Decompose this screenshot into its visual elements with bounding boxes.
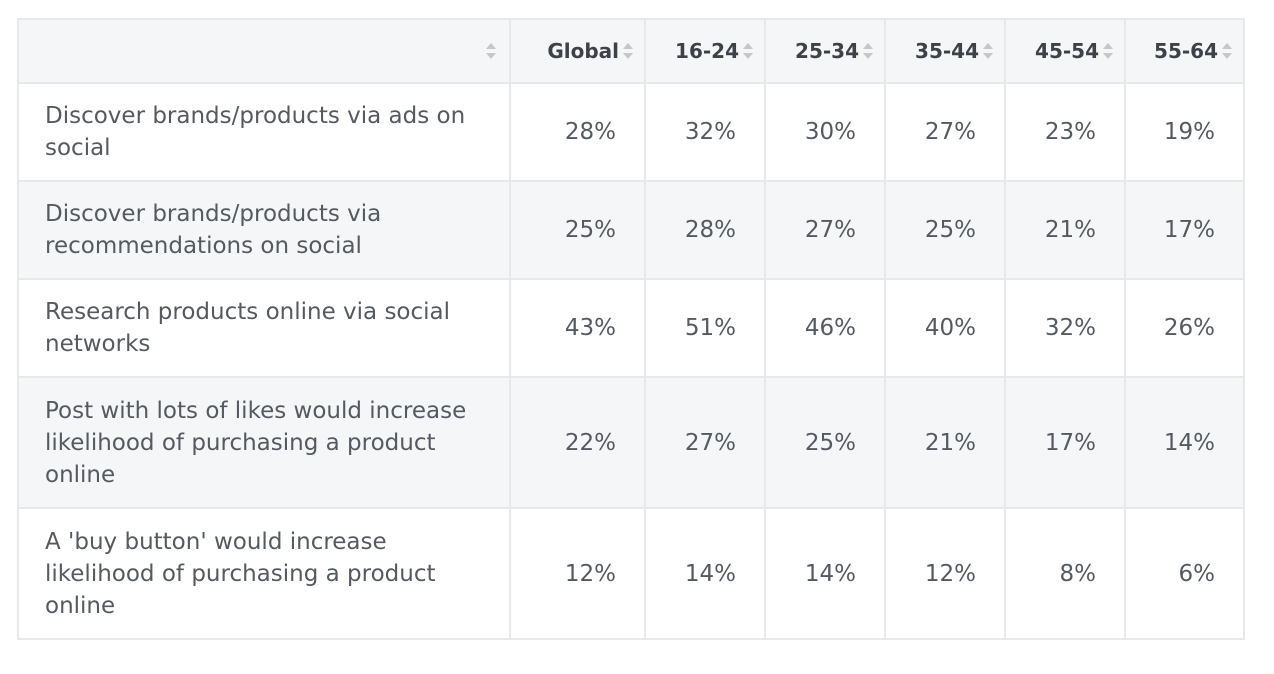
sort-both-icon — [485, 41, 497, 61]
cell-value: 28% — [509, 82, 646, 182]
row-label: Discover brands/products via ads on soci… — [17, 82, 511, 182]
column-header-text: 16-24 — [675, 39, 739, 63]
cell-value: 30% — [764, 82, 886, 182]
sort-both-icon — [1221, 41, 1233, 61]
column-header-text: 25-34 — [795, 39, 859, 63]
cell-value: 25% — [764, 376, 886, 509]
cell-value: 6% — [1124, 507, 1245, 640]
cell-value: 23% — [1004, 82, 1126, 182]
table-body: Discover brands/products via ads on soci… — [17, 82, 1245, 640]
cell-value: 21% — [884, 376, 1006, 509]
cell-value: 17% — [1124, 180, 1245, 280]
column-header-text: 55-64 — [1154, 39, 1218, 63]
cell-value: 25% — [884, 180, 1006, 280]
sort-both-icon — [742, 41, 754, 61]
data-table-container: Global 16-24 25-34 35-44 45-54 55-64 Discover… — [17, 18, 1245, 640]
cell-value: 8% — [1004, 507, 1126, 640]
cell-value: 26% — [1124, 278, 1245, 378]
cell-value: 14% — [1124, 376, 1245, 509]
column-header-45-54[interactable]: 45-54 — [1004, 18, 1126, 84]
cell-value: 27% — [644, 376, 766, 509]
table-row: A 'buy button' would increase likelihood… — [17, 507, 1245, 640]
table-row: Discover brands/products via ads on soci… — [17, 82, 1245, 182]
cell-value: 14% — [764, 507, 886, 640]
table-row: Post with lots of likes would increase l… — [17, 376, 1245, 509]
table-row: Discover brands/products via recommendat… — [17, 180, 1245, 280]
cell-value: 32% — [1004, 278, 1126, 378]
column-header-text: Global — [547, 39, 619, 63]
column-header-25-34[interactable]: 25-34 — [764, 18, 886, 84]
cell-value: 43% — [509, 278, 646, 378]
cell-value: 46% — [764, 278, 886, 378]
cell-value: 14% — [644, 507, 766, 640]
cell-value: 51% — [644, 278, 766, 378]
sort-both-icon — [982, 41, 994, 61]
column-header-text: 35-44 — [915, 39, 979, 63]
header-row: Global 16-24 25-34 35-44 45-54 55-64 — [17, 18, 1245, 84]
cell-value: 32% — [644, 82, 766, 182]
column-header-global[interactable]: Global — [509, 18, 646, 84]
social-commerce-table: Global 16-24 25-34 35-44 45-54 55-64 Discover… — [17, 18, 1245, 640]
table-row: Research products online via social netw… — [17, 278, 1245, 378]
cell-value: 28% — [644, 180, 766, 280]
cell-value: 12% — [884, 507, 1006, 640]
sort-both-icon — [862, 41, 874, 61]
row-label: Post with lots of likes would increase l… — [17, 376, 511, 509]
row-label: Research products online via social netw… — [17, 278, 511, 378]
column-header-35-44[interactable]: 35-44 — [884, 18, 1006, 84]
cell-value: 27% — [764, 180, 886, 280]
column-header-16-24[interactable]: 16-24 — [644, 18, 766, 84]
column-header-text: 45-54 — [1035, 39, 1099, 63]
cell-value: 17% — [1004, 376, 1126, 509]
column-header-55-64[interactable]: 55-64 — [1124, 18, 1245, 84]
cell-value: 40% — [884, 278, 1006, 378]
cell-value: 21% — [1004, 180, 1126, 280]
cell-value: 25% — [509, 180, 646, 280]
cell-value: 22% — [509, 376, 646, 509]
sort-both-icon — [1102, 41, 1114, 61]
cell-value: 12% — [509, 507, 646, 640]
sort-both-icon — [622, 41, 634, 61]
cell-value: 19% — [1124, 82, 1245, 182]
row-label: A 'buy button' would increase likelihood… — [17, 507, 511, 640]
row-label: Discover brands/products via recommendat… — [17, 180, 511, 280]
column-header-label[interactable] — [17, 18, 511, 84]
cell-value: 27% — [884, 82, 1006, 182]
